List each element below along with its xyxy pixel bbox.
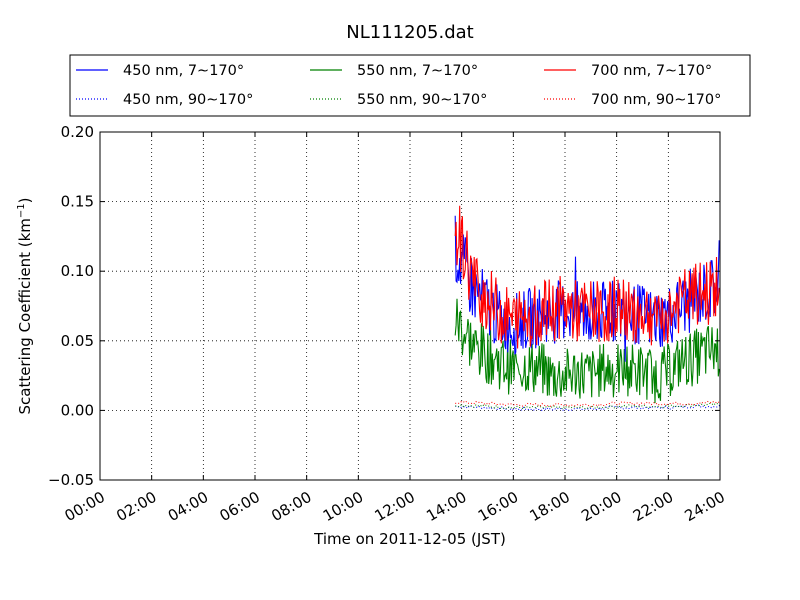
- x-tick-label: 14:00: [423, 488, 469, 525]
- legend-entry-5: 700 nm, 90∼170°: [591, 92, 721, 108]
- series-line-2: [454, 205, 720, 349]
- grid: [100, 132, 720, 480]
- x-tick-label: 12:00: [372, 488, 418, 525]
- x-tick-label: 20:00: [578, 488, 624, 525]
- y-tick-label: 0.00: [61, 401, 94, 419]
- x-tick-label: 02:00: [113, 488, 159, 525]
- legend-entry-2: 700 nm, 7∼170°: [591, 63, 712, 79]
- y-tick-label: 0.20: [61, 123, 94, 141]
- legend-entry-0: 450 nm, 7∼170°: [123, 63, 244, 79]
- x-tick-label: 16:00: [475, 488, 521, 525]
- legend-entry-1: 550 nm, 7∼170°: [357, 63, 478, 79]
- x-tick-label: 08:00: [268, 488, 314, 525]
- x-tick-label: 10:00: [320, 488, 366, 525]
- x-tick-label: 24:00: [682, 488, 728, 525]
- series-line-5: [455, 400, 721, 408]
- x-axis: 00:00 02:00 04:00 06:00 08:00 10:00 12:00 14:00…: [62, 132, 728, 525]
- legend: 450 nm, 7∼170° 450 nm, 90∼170° 550 nm, 7∼1…: [69, 54, 751, 117]
- x-axis-label: Time on 2011-12-05 (JST): [313, 530, 506, 548]
- series-line-0: [454, 215, 720, 362]
- series-line-1: [454, 298, 720, 404]
- x-tick-label: 18:00: [527, 488, 573, 525]
- y-axis-label-end: ): [16, 197, 34, 203]
- y-axis-label-sup: −1: [16, 203, 27, 218]
- series-layer: [454, 205, 721, 412]
- y-tick-label: −0.05: [48, 471, 94, 489]
- series-line-4: [455, 402, 720, 410]
- x-tick-label: 00:00: [62, 488, 108, 525]
- legend-box: [69, 54, 751, 117]
- y-tick-label: 0.10: [61, 262, 94, 280]
- y-tick-label: 0.05: [61, 332, 94, 350]
- x-tick-label: 22:00: [630, 488, 676, 525]
- y-axis-label: Scattering Coefficient (km−1): [16, 197, 34, 414]
- y-tick-label: 0.15: [61, 193, 94, 211]
- legend-entry-4: 550 nm, 90∼170°: [357, 92, 487, 108]
- y-axis-label-main: Scattering Coefficient (km: [16, 218, 34, 414]
- chart-title: NL111205.dat: [346, 22, 473, 43]
- x-tick-label: 06:00: [217, 488, 263, 525]
- legend-entry-3: 450 nm, 90∼170°: [123, 92, 253, 108]
- x-tick-label: 04:00: [165, 488, 211, 525]
- y-axis: −0.05 0.00 0.05 0.10 0.15 0.20: [48, 123, 720, 489]
